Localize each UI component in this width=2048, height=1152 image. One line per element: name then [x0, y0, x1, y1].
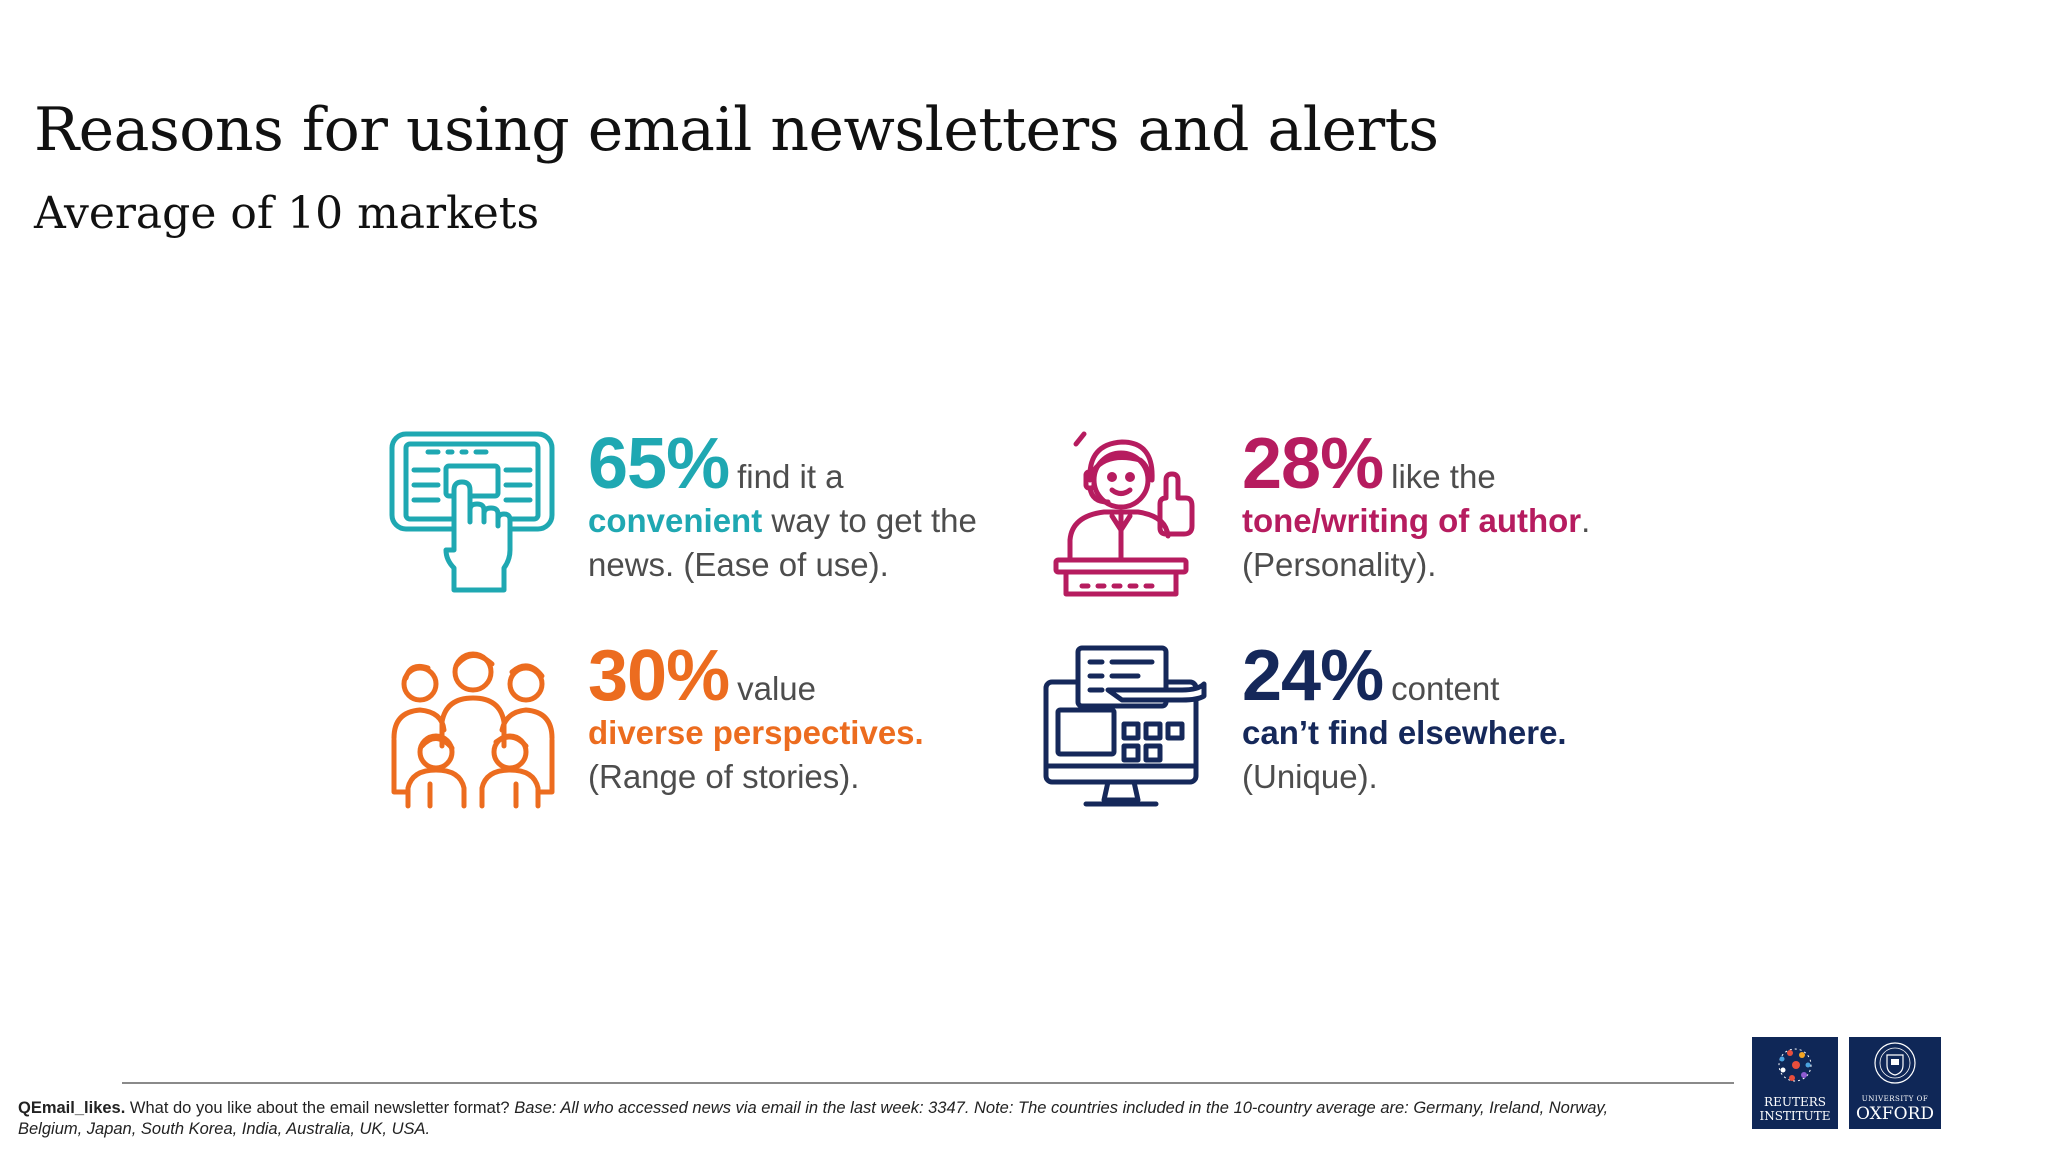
tag-text: (Personality). [1242, 546, 1437, 583]
dot-circle-icon [1778, 1048, 1812, 1082]
value-label: 65% [588, 424, 730, 504]
tag-text: (Range of stories). [588, 758, 860, 795]
stat-text: 65% find it a convenient way to get the n… [588, 428, 1008, 587]
speaker-at-podium-icon [1053, 431, 1195, 597]
reuters-institute-logo: REUTERS INSTITUTE [1752, 1037, 1838, 1129]
stat-convenient: 65% find it a convenient way to get the n… [388, 428, 1028, 610]
highlight-text: tone/writing of author [1242, 502, 1582, 539]
group-of-people-icon [391, 651, 555, 809]
oxford-crest-icon [1874, 1042, 1916, 1084]
tag-text: (Unique). [1242, 758, 1378, 795]
rest-text: . [1581, 502, 1591, 539]
reuters-line-2: INSTITUTE [1759, 1109, 1831, 1123]
footnote-divider [122, 1082, 1734, 1084]
page-title: Reasons for using email newsletters and … [34, 95, 1439, 165]
lead-text: value [737, 670, 816, 707]
question-text: What do you like about the email newslet… [125, 1099, 515, 1117]
oxford-text: OXFORD [1856, 1104, 1934, 1124]
base-note: Base: All who accessed news via email in… [18, 1099, 1609, 1138]
highlight-text: can’t find elsewhere. [1242, 714, 1567, 751]
oxford-small-text: UNIVERSITY OF [1861, 1095, 1929, 1103]
tag-text: (Ease of use). [683, 546, 889, 583]
lead-text: find it a [737, 458, 844, 495]
page-subtitle: Average of 10 markets [34, 188, 540, 239]
stat-text: 30% value diverse perspectives. (Range of… [588, 640, 1008, 799]
stat-text: 24% content can’t find elsewhere. (Unique… [1242, 640, 1662, 799]
value-label: 28% [1242, 424, 1384, 504]
highlight-text: diverse perspectives. [588, 714, 924, 751]
question-id: QEmail_likes. [18, 1099, 126, 1117]
footnote: QEmail_likes. What do you like about the… [18, 1098, 1668, 1140]
rest-text: way to get the news. [588, 502, 977, 583]
stat-unique: 24% content can’t find elsewhere. (Unique… [1042, 640, 1682, 822]
value-label: 24% [1242, 636, 1384, 716]
university-of-oxford-logo: UNIVERSITY OF OXFORD [1849, 1037, 1941, 1129]
stat-personality: 28% like the tone/writing of author. (Per… [1042, 428, 1682, 610]
stat-text: 28% like the tone/writing of author. (Per… [1242, 428, 1662, 587]
highlight-text: convenient [588, 502, 763, 539]
stat-diverse: 30% value diverse perspectives. (Range of… [388, 640, 1028, 822]
hand-tapping-tablet-icon [389, 431, 555, 593]
value-label: 30% [588, 636, 730, 716]
lead-text: content [1391, 670, 1500, 707]
computer-monitor-icon [1043, 645, 1207, 807]
lead-text: like the [1391, 458, 1496, 495]
reuters-line-1: REUTERS [1764, 1095, 1826, 1109]
